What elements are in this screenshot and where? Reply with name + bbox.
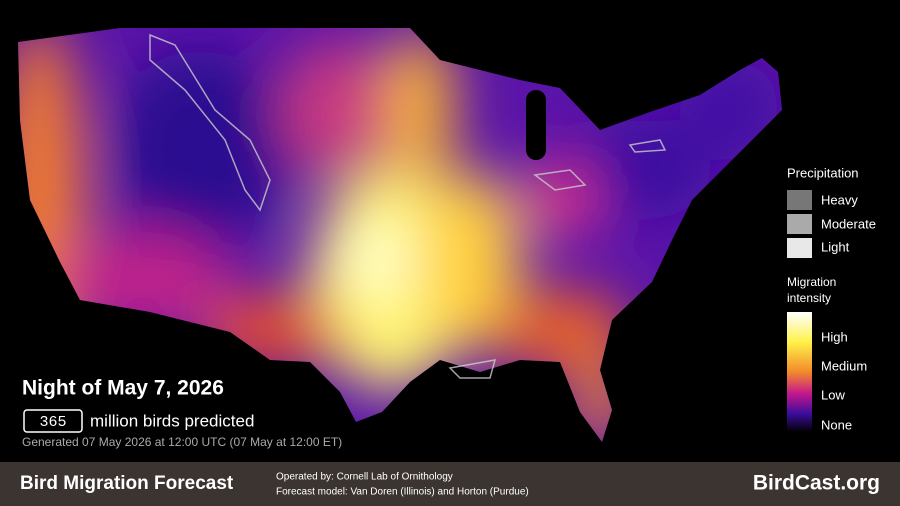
blob <box>345 220 415 300</box>
blob <box>110 50 290 250</box>
legend-label: Moderate <box>821 216 876 231</box>
precip-area <box>149 33 271 212</box>
legend-label: None <box>821 417 852 432</box>
lake <box>526 90 546 160</box>
blob <box>490 290 630 370</box>
precip-outlines <box>149 33 667 379</box>
precip-area <box>448 359 497 379</box>
precip-area <box>533 169 587 191</box>
intensity-field <box>18 28 780 442</box>
precip-area <box>628 139 667 153</box>
footer-credit: Forecast model: Van Doren (Illinois) and… <box>276 487 529 498</box>
precip-swatch <box>787 214 812 234</box>
legend-label: Light <box>821 239 850 254</box>
intensity-bar <box>787 312 812 432</box>
footer-credit: Operated by: Cornell Lab of Ornithology <box>276 472 453 483</box>
footer-site: BirdCast.org <box>753 472 880 495</box>
generated-note: Generated 07 May 2026 at 12:00 UTC (07 M… <box>22 435 342 449</box>
count-box <box>23 409 83 433</box>
blob <box>420 170 520 350</box>
footer-title: Bird Migration Forecast <box>20 473 234 494</box>
blob <box>280 40 400 180</box>
birds-count: 365 <box>39 414 66 431</box>
legend-label: Low <box>821 387 845 402</box>
blob <box>570 120 710 220</box>
precip-swatch <box>787 190 812 210</box>
night-title: Night of May 7, 2026 <box>22 377 224 400</box>
legend-label: Medium <box>821 358 867 373</box>
legend-title: Precipitation <box>787 165 859 180</box>
footer <box>0 462 900 506</box>
legend-title: Migration <box>787 275 836 289</box>
blob <box>385 30 455 190</box>
legend-label: High <box>821 329 848 344</box>
legend-title: intensity <box>787 291 831 305</box>
legend-label: Heavy <box>821 192 858 207</box>
birds-label: million birds predicted <box>90 411 254 430</box>
precip-swatch <box>787 238 812 258</box>
